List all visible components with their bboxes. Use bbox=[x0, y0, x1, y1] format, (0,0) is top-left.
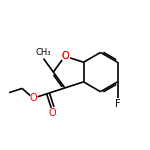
Text: CH₃: CH₃ bbox=[36, 48, 51, 57]
Text: O: O bbox=[61, 51, 69, 61]
Text: F: F bbox=[115, 99, 121, 109]
Text: O: O bbox=[49, 108, 56, 118]
Text: O: O bbox=[29, 93, 37, 103]
Text: O: O bbox=[61, 51, 69, 61]
